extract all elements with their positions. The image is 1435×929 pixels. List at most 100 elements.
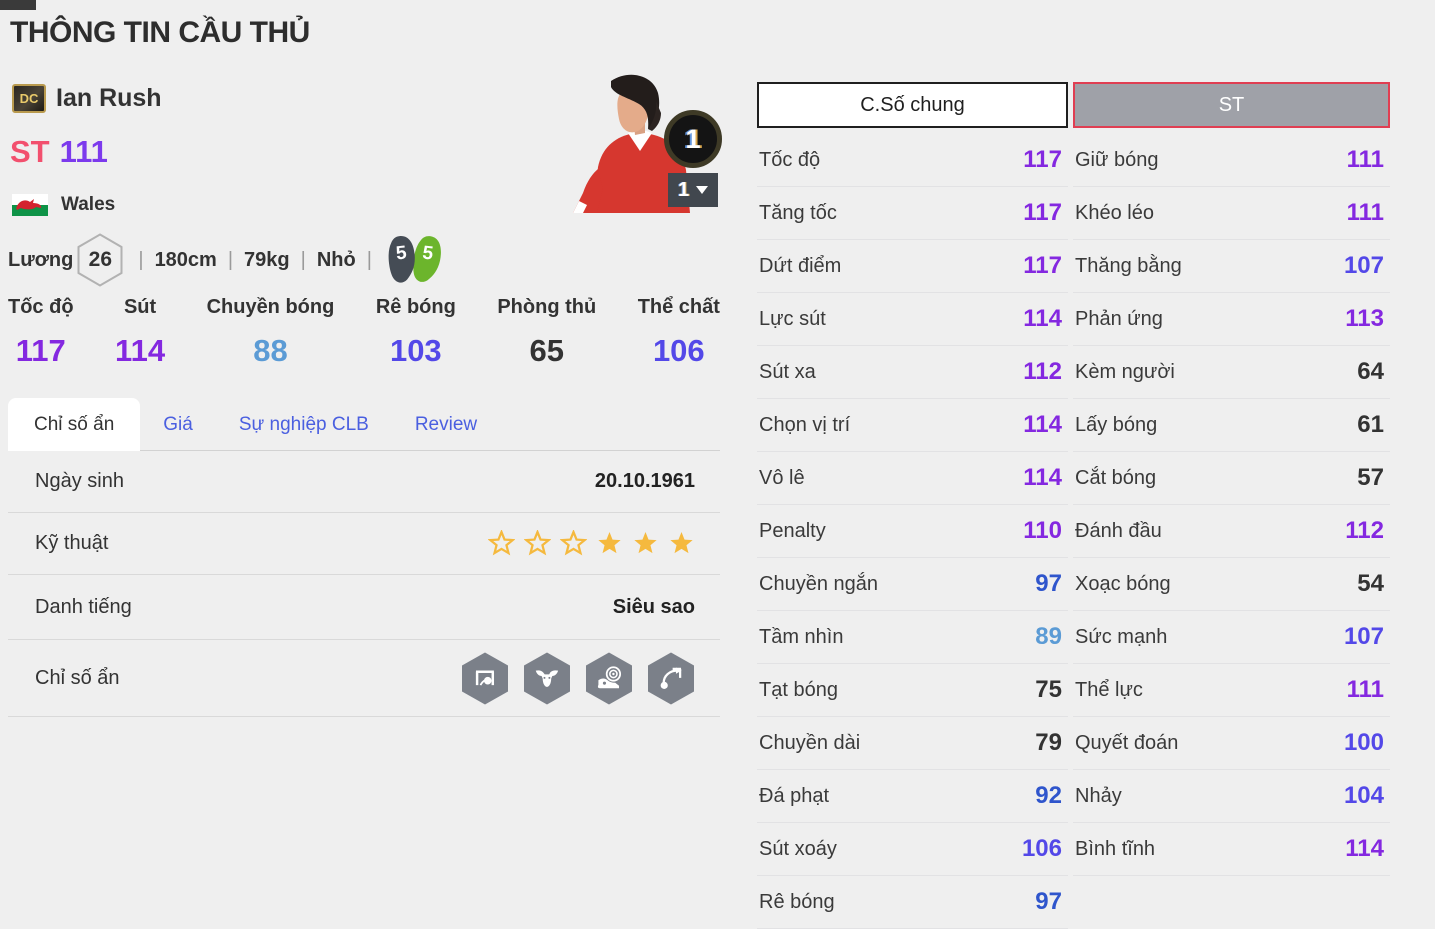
- player-position: ST: [10, 134, 50, 169]
- player-height: 180cm: [154, 248, 217, 271]
- stat-row: Thăng bằng 107: [1073, 240, 1390, 293]
- stat-row: Tầm nhìn 89: [757, 611, 1068, 664]
- boot-target-icon: [585, 652, 633, 705]
- left-foot-icon: 5: [382, 233, 421, 286]
- stat-value: 114: [1023, 411, 1062, 438]
- stat-row: Sút xa 112: [757, 346, 1068, 399]
- stat-value: 106: [1021, 835, 1062, 862]
- stat-value: 114: [1023, 305, 1062, 332]
- summary-stat-label: Tốc độ: [8, 296, 74, 318]
- stat-label: Thể lực: [1075, 678, 1143, 701]
- stat-label: Phản ứng: [1075, 307, 1163, 330]
- salary-label: Lương: [8, 248, 74, 271]
- stat-label: Đánh đầu: [1075, 519, 1162, 542]
- separator: |: [300, 248, 306, 271]
- tab-sự-nghiệp-clb[interactable]: Sự nghiệp CLB: [238, 414, 369, 435]
- stat-value: 112: [1345, 517, 1384, 544]
- tab-giá[interactable]: Giá: [163, 414, 193, 435]
- grade-value: 1: [685, 123, 701, 154]
- wales-flag-icon: [12, 194, 48, 216]
- stat-row: Khéo léo 111: [1073, 187, 1390, 240]
- stat-value: 57: [1357, 464, 1384, 491]
- summary-stat-value: 88: [253, 333, 288, 368]
- stat-row: Penalty 110: [757, 505, 1068, 558]
- stat-row: Lấy bóng 61: [1073, 399, 1390, 452]
- detail-row-reputation: Danh tiếng Siêu sao: [8, 575, 720, 640]
- stat-value: 111: [1346, 676, 1384, 703]
- grade-dropdown[interactable]: 1: [668, 173, 718, 207]
- stat-label: Giữ bóng: [1075, 148, 1159, 171]
- summary-stat-value: 117: [15, 333, 66, 368]
- stat-row: Quyết đoán 100: [1073, 717, 1390, 770]
- reputation-label: Danh tiếng: [35, 595, 132, 618]
- stat-label: Chọn vị trí: [759, 413, 851, 436]
- stat-label: Nhảy: [1075, 784, 1122, 807]
- grade-dropdown-value: 1: [677, 178, 690, 201]
- top-edge-strip: [0, 0, 36, 10]
- detail-row-birthdate: Ngày sinh 20.10.1961: [8, 451, 720, 513]
- stat-value: 61: [1357, 411, 1384, 438]
- stat-label: Khéo léo: [1075, 201, 1154, 224]
- stat-value: 64: [1357, 358, 1384, 385]
- stat-label: Dứt điểm: [759, 254, 842, 277]
- details-panel: Ngày sinh 20.10.1961 Kỹ thuật Danh tiếng…: [8, 451, 720, 717]
- stat-value: 89: [1035, 623, 1062, 650]
- grade-badge: 1: [664, 110, 722, 168]
- summary-stat: Phòng thủ 65: [497, 296, 596, 369]
- stat-row: Sút xoáy 106: [757, 823, 1068, 876]
- general-stats-button[interactable]: C.Số chung: [757, 82, 1068, 128]
- summary-stat-label: Phòng thủ: [497, 296, 597, 318]
- stat-value: 75: [1035, 676, 1062, 703]
- stat-label: Chuyền dài: [759, 731, 861, 754]
- summary-stat: Tốc độ 117: [8, 296, 74, 369]
- stat-row: Đánh đầu 112: [1073, 505, 1390, 558]
- summary-stat-label: Sút: [123, 296, 157, 318]
- nation-row: Wales: [12, 194, 115, 216]
- summary-stat: Rê bóng 103: [376, 296, 456, 369]
- stat-value: 113: [1345, 305, 1384, 332]
- stat-label: Sút xoáy: [759, 837, 837, 860]
- stat-row: Chọn vị trí 114: [757, 399, 1068, 452]
- chip-shot-icon: [647, 652, 695, 705]
- summary-stats-row: Tốc độ 117 Sút 114 Chuyền bóng 88 Rê bóng 103 Ph…: [8, 296, 720, 369]
- summary-stat-value: 65: [529, 333, 564, 368]
- stat-label: Kèm người: [1075, 360, 1175, 383]
- stat-row: Chuyền dài 79: [757, 717, 1068, 770]
- tab-review[interactable]: Review: [414, 414, 478, 435]
- position-ovr-row: ST 111: [10, 134, 108, 170]
- summary-stat-value: 103: [389, 333, 442, 368]
- stat-label: Tốc độ: [759, 148, 821, 171]
- player-name-row: DC Ian Rush: [12, 84, 162, 113]
- summary-stat-label: Chuyền bóng: [206, 296, 335, 318]
- stat-label: Bình tĩnh: [1075, 837, 1156, 860]
- stat-label: Sút xa: [759, 360, 816, 383]
- right-foot-icon: 5: [407, 233, 447, 287]
- stat-value: 112: [1023, 358, 1062, 385]
- stat-value: 114: [1345, 835, 1384, 862]
- skill-moves-label: Kỹ thuật: [35, 532, 109, 554]
- stat-label: Quyết đoán: [1075, 731, 1179, 754]
- position-stats-button[interactable]: ST: [1073, 82, 1390, 128]
- bio-row: Lương 26 | 180cm | 79kg | Nhỏ | 5 5: [8, 232, 444, 288]
- stat-row: Lực sút 114: [757, 293, 1068, 346]
- stat-label: Xoạc bóng: [1075, 572, 1171, 595]
- stat-value: 100: [1343, 729, 1384, 756]
- page-title: THÔNG TIN CẦU THỦ: [10, 16, 310, 49]
- skill-moves-stars: [488, 530, 695, 557]
- star-filled-icon: [670, 532, 693, 554]
- player-name: Ian Rush: [56, 84, 162, 112]
- stat-value: 54: [1357, 570, 1384, 597]
- stat-value: 111: [1346, 199, 1384, 226]
- summary-stat: Thể chất 106: [638, 296, 720, 369]
- stat-row: Dứt điểm 117: [757, 240, 1068, 293]
- tab-chỉ-số-ẩn[interactable]: Chỉ số ẩn: [8, 398, 141, 451]
- star-filled-icon: [634, 532, 657, 554]
- stat-label: Chuyền ngắn: [759, 572, 878, 595]
- dc-season-badge-icon: DC: [12, 84, 46, 113]
- stat-row: Rê bóng 97: [757, 876, 1068, 929]
- general-stats-list: Tốc độ 117 Tăng tốc 117 Dứt điểm 117 Lực sút 11…: [757, 134, 1068, 929]
- stat-label: Tăng tốc: [759, 201, 837, 224]
- stat-row: Thể lực 111: [1073, 664, 1390, 717]
- stat-row: Tạt bóng 75: [757, 664, 1068, 717]
